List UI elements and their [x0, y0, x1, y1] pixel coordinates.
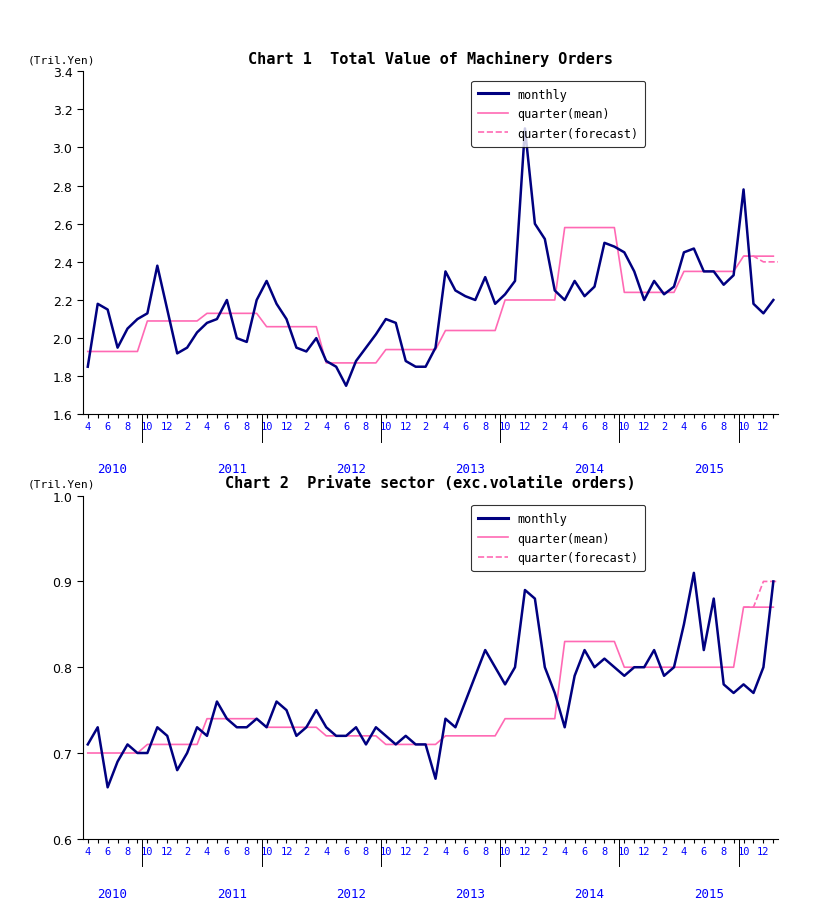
Text: 2013: 2013 [455, 887, 485, 900]
Text: 2011: 2011 [217, 887, 246, 900]
Text: 2012: 2012 [336, 463, 366, 476]
Legend: monthly, quarter(mean), quarter(forecast): monthly, quarter(mean), quarter(forecast… [471, 505, 645, 572]
Text: 2012: 2012 [336, 887, 366, 900]
Text: 2014: 2014 [574, 887, 604, 900]
Text: 2013: 2013 [455, 463, 485, 476]
Text: 2014: 2014 [574, 463, 604, 476]
Text: (Tril.Yen): (Tril.Yen) [27, 55, 94, 65]
Text: 2015: 2015 [693, 887, 723, 900]
Text: 2015: 2015 [693, 463, 723, 476]
Legend: monthly, quarter(mean), quarter(forecast): monthly, quarter(mean), quarter(forecast… [471, 81, 645, 148]
Text: (Tril.Yen): (Tril.Yen) [27, 479, 94, 489]
Text: 2010: 2010 [98, 463, 127, 476]
Text: 2010: 2010 [98, 887, 127, 900]
Text: 2011: 2011 [217, 463, 246, 476]
Title: Chart 1  Total Value of Machinery Orders: Chart 1 Total Value of Machinery Orders [248, 51, 612, 67]
Title: Chart 2  Private sector (exc.volatile orders): Chart 2 Private sector (exc.volatile ord… [225, 475, 635, 491]
